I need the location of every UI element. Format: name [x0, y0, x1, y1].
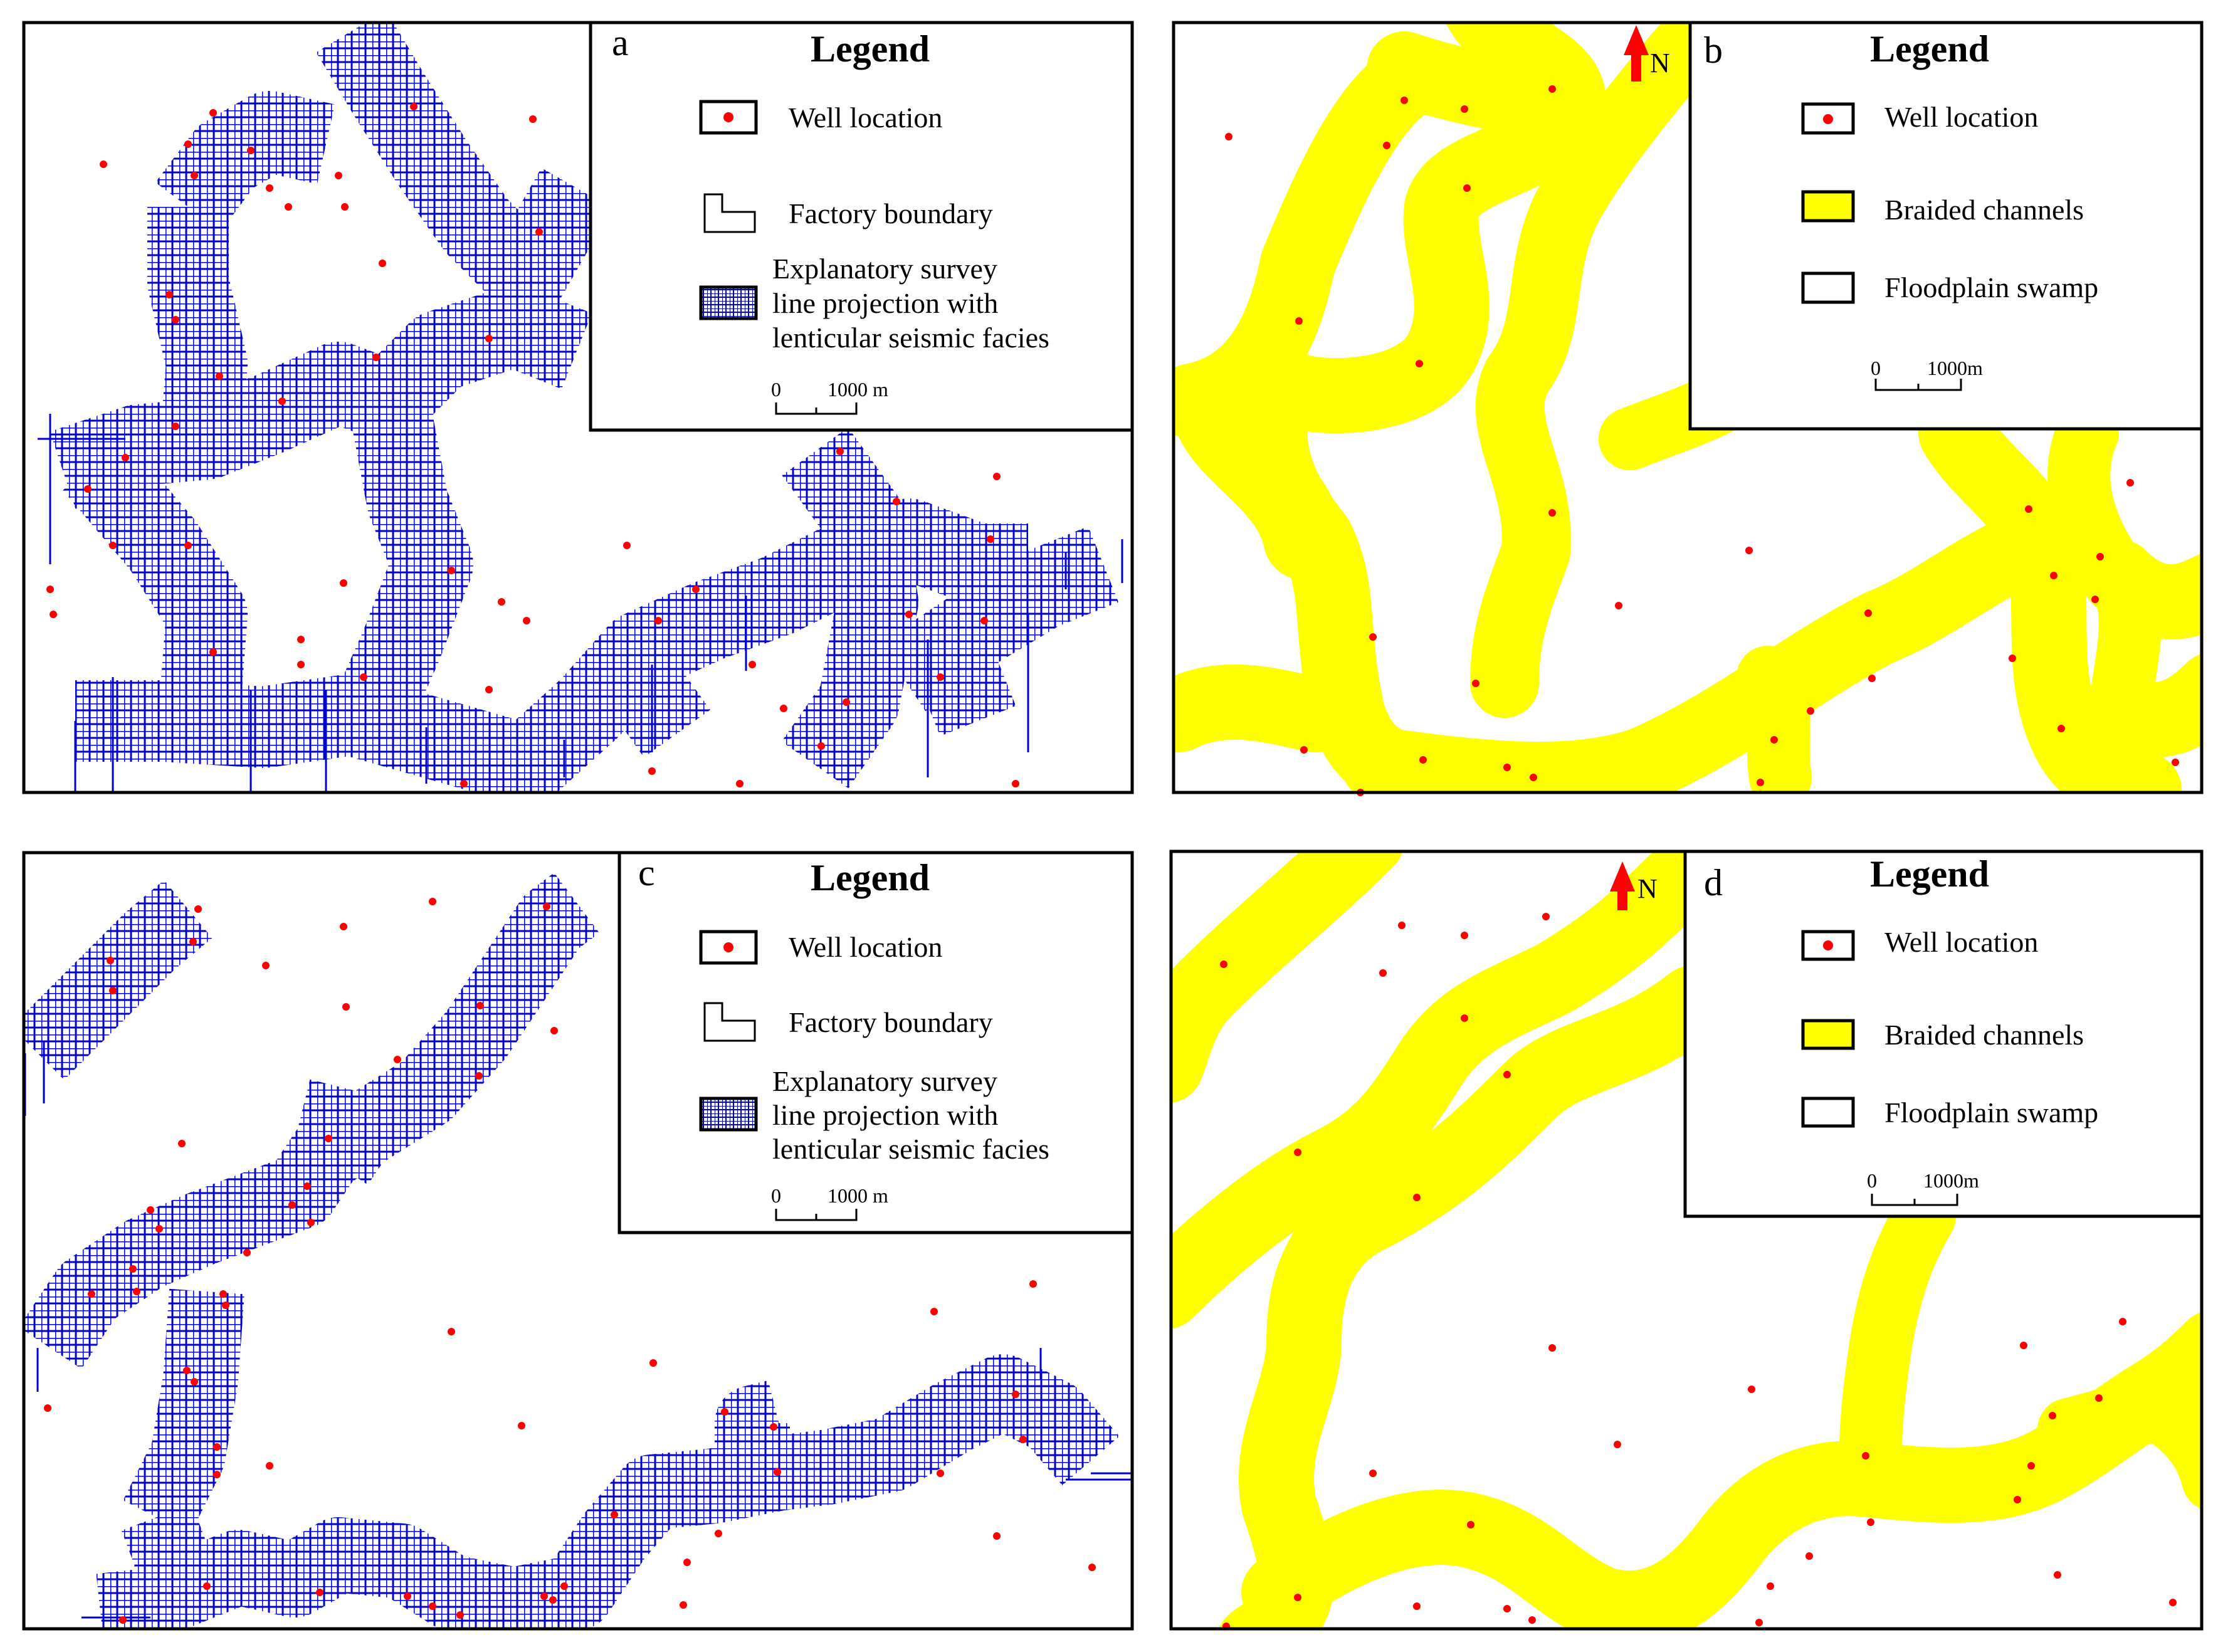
legend-label-well-a: Well location	[789, 102, 942, 134]
legend-label-swamp-b: Floodplain swamp	[1884, 271, 2098, 303]
floodplain-swamp-swatch	[1801, 271, 1855, 304]
legend-label-factory-c: Factory boundary	[789, 1006, 993, 1038]
survey-line-projection-a	[38, 23, 1123, 792]
scale-bar-c: 0 1000 m	[771, 1184, 888, 1221]
north-label-b: N	[1650, 48, 1670, 78]
survey-line-grid-icon	[699, 285, 758, 320]
legend-title-b: Legend	[1870, 28, 1989, 70]
legend-title-a: Legend	[811, 28, 930, 70]
legend-box-c: c Legend Well location Factory boundary …	[618, 851, 1134, 1234]
north-arrow-b: N	[1624, 25, 1670, 82]
scale-zero-d: 0	[1867, 1169, 1877, 1192]
well-locations-c	[44, 898, 1096, 1624]
scale-length-d: 1000m	[1923, 1169, 1979, 1192]
legend-label-survey-line2-a: line projection with	[772, 287, 998, 319]
panel-letter-b: b	[1704, 29, 1723, 71]
braided-channel-swatch	[1801, 1019, 1855, 1050]
legend-label-survey-line3-a: lenticular seismic facies	[772, 322, 1049, 354]
legend-label-well-d: Well location	[1884, 926, 2038, 958]
survey-line-grid-icon	[699, 1097, 758, 1132]
north-label-d: N	[1637, 873, 1658, 904]
panel-b: N b Legend Well location Braided channel…	[1172, 21, 2204, 796]
legend-box-b: b Legend Well location Braided channels …	[1688, 21, 2204, 431]
scale-length-c: 1000 m	[828, 1184, 888, 1207]
well-locations-a	[46, 103, 1019, 787]
legend-label-swamp-d: Floodplain swamp	[1884, 1097, 2098, 1129]
scale-zero-c: 0	[771, 1184, 781, 1207]
legend-label-survey-line3-c: lenticular seismic facies	[772, 1133, 1049, 1165]
legend-label-survey-line1-a: Explanatory survey	[772, 253, 997, 285]
legend-title-d: Legend	[1870, 853, 1989, 895]
scale-length-a: 1000 m	[828, 378, 888, 401]
braided-channel-swatch	[1801, 190, 1855, 223]
scale-bar-b: 0 1000m	[1871, 357, 1983, 391]
legend-label-well-c: Well location	[789, 931, 942, 963]
braided-channels-b	[1174, 23, 2202, 792]
scale-length-b: 1000m	[1927, 357, 1983, 379]
legend-label-survey-line1-c: Explanatory survey	[772, 1065, 997, 1097]
panel-letter-a: a	[612, 22, 629, 63]
well-locations-b	[1225, 85, 2179, 796]
scale-zero-b: 0	[1871, 357, 1881, 379]
factory-boundary-icon	[703, 1002, 756, 1042]
scale-zero-a: 0	[771, 378, 781, 401]
well-location-icon	[1801, 102, 1855, 135]
panel-letter-d: d	[1704, 862, 1723, 903]
panel-d: N d Legend Well location Braided channel…	[1169, 850, 2204, 1631]
floodplain-swamp-swatch	[1801, 1097, 1855, 1128]
north-arrow-d: N	[1610, 861, 1658, 910]
panel-c: c Legend Well location Factory boundary …	[22, 851, 1134, 1631]
legend-label-channels-d: Braided channels	[1884, 1019, 2084, 1051]
factory-boundary-icon	[703, 193, 756, 233]
well-location-icon	[699, 930, 758, 965]
legend-box-a: a Legend Well location Factory boundary …	[589, 21, 1134, 432]
legend-label-factory-a: Factory boundary	[789, 197, 993, 229]
panel-letter-c: c	[638, 852, 655, 893]
legend-label-survey-line2-c: line projection with	[772, 1099, 998, 1131]
well-location-icon	[1801, 930, 1855, 961]
legend-title-c: Legend	[811, 857, 930, 898]
panel-a: a Legend Well location Factory boundary …	[22, 21, 1134, 794]
legend-label-well-b: Well location	[1884, 101, 2038, 133]
scale-bar-d: 0 1000m	[1867, 1169, 1979, 1206]
legend-box-d: d Legend Well location Braided channels …	[1683, 850, 2204, 1218]
scale-bar-a: 0 1000 m	[771, 378, 888, 415]
braided-channels-d	[1171, 851, 2202, 1629]
legend-label-channels-b: Braided channels	[1884, 194, 2084, 226]
well-location-icon	[699, 100, 758, 135]
